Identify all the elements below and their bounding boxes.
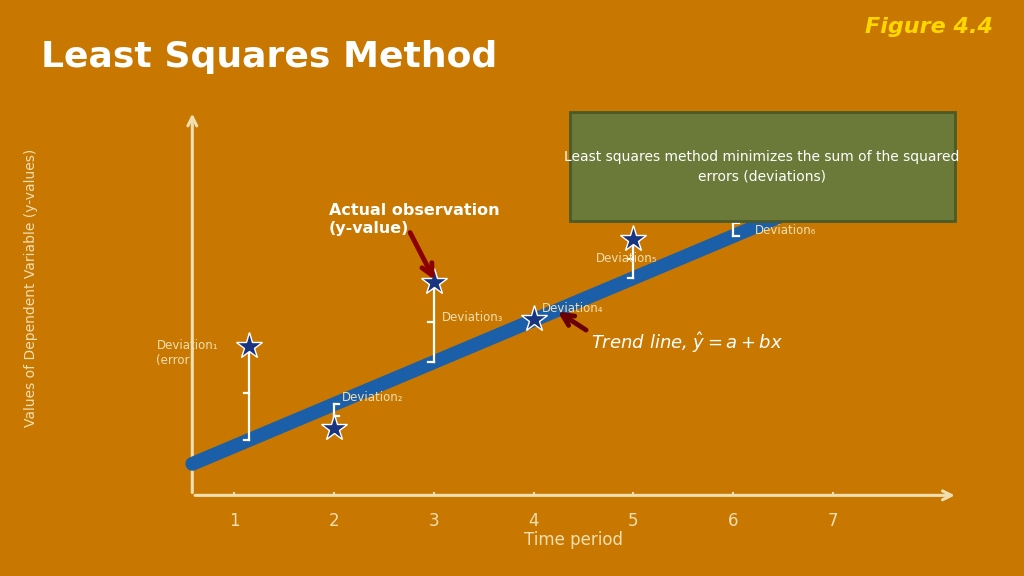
Text: Deviation₂: Deviation₂ — [342, 391, 403, 404]
Text: Least Squares Method: Least Squares Method — [41, 40, 498, 74]
Text: 2: 2 — [329, 513, 339, 530]
Text: Values of Dependent Variable (y-values): Values of Dependent Variable (y-values) — [24, 149, 38, 427]
Text: Figure 4.4: Figure 4.4 — [865, 17, 993, 37]
Text: 1: 1 — [229, 513, 240, 530]
Text: Deviation₇: Deviation₇ — [768, 163, 829, 176]
Text: Actual observation
(y-value): Actual observation (y-value) — [329, 203, 500, 236]
Text: Trend line, $\hat{y} = a + bx$: Trend line, $\hat{y} = a + bx$ — [592, 330, 783, 355]
FancyBboxPatch shape — [569, 112, 954, 221]
Text: Deviation₆: Deviation₆ — [755, 223, 816, 237]
Text: Deviation₃: Deviation₃ — [441, 311, 503, 324]
Text: 5: 5 — [628, 513, 639, 530]
Text: Deviation₅: Deviation₅ — [595, 252, 656, 265]
Text: Deviation₄: Deviation₄ — [542, 302, 603, 315]
Text: 6: 6 — [728, 513, 738, 530]
Text: 4: 4 — [528, 513, 539, 530]
Text: Time period: Time period — [524, 531, 623, 549]
Text: Least squares method minimizes the sum of the squared
errors (deviations): Least squares method minimizes the sum o… — [564, 150, 959, 183]
Text: 3: 3 — [428, 513, 439, 530]
Text: 7: 7 — [827, 513, 838, 530]
Text: Deviation₁
(error): Deviation₁ (error) — [157, 339, 218, 367]
